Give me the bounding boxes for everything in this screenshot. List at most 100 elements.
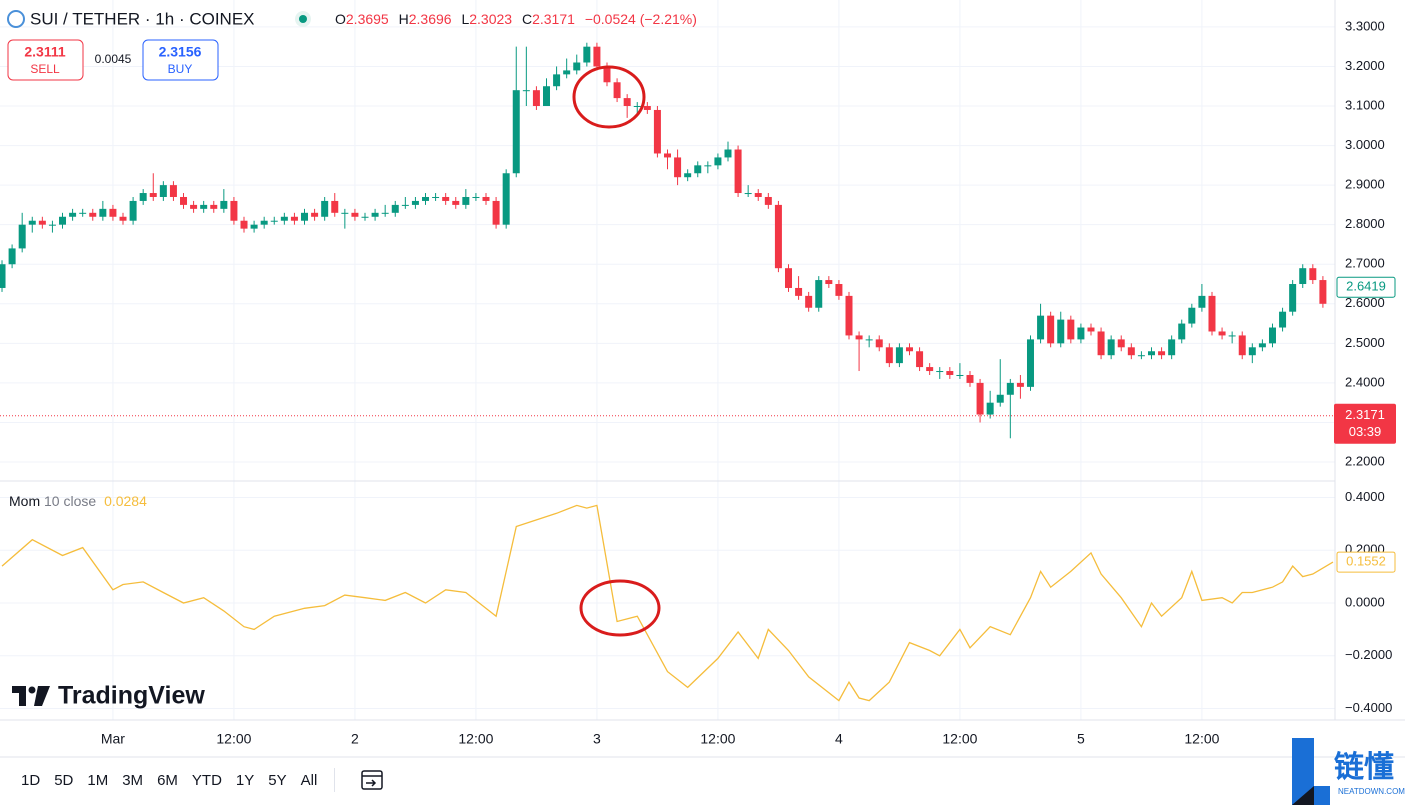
buy-label: BUY — [168, 62, 193, 76]
candle-body — [956, 374, 964, 376]
candle-body — [1137, 355, 1145, 357]
candle-body — [885, 347, 893, 364]
y-tick-label: 2.5000 — [1345, 335, 1385, 350]
candle-body — [502, 173, 510, 225]
candle-body — [543, 86, 551, 107]
timeframe-button[interactable]: All — [300, 771, 318, 789]
timeframe-button[interactable]: 1D — [21, 771, 41, 789]
candle-body — [1289, 284, 1297, 312]
calendar-icon — [366, 779, 377, 787]
timeframe-button[interactable]: 6M — [157, 771, 178, 789]
x-tick-label: 4 — [835, 731, 843, 747]
candle-body — [976, 382, 984, 415]
candle-body — [190, 204, 198, 209]
timeframe-button[interactable]: 5D — [54, 771, 74, 789]
candle-body — [623, 98, 631, 107]
candle-body — [280, 216, 288, 221]
x-tick-label: 12:00 — [216, 731, 251, 747]
candle-body — [1279, 311, 1287, 328]
candle-body — [48, 224, 56, 226]
timeframe-button[interactable]: 5Y — [268, 771, 287, 789]
candle-body — [1107, 339, 1115, 356]
candle-body — [1188, 307, 1196, 324]
candle-body — [653, 109, 661, 154]
candle-body — [704, 165, 712, 167]
y-tick-label: 2.2000 — [1345, 453, 1385, 468]
timeframe-button[interactable]: 3M — [122, 771, 144, 789]
candle-body — [512, 90, 520, 174]
current-price-label: 2.3171 — [1345, 407, 1385, 422]
candle-body — [895, 347, 903, 364]
candle-body — [734, 149, 742, 194]
candle-body — [472, 196, 480, 198]
candle-body — [240, 220, 248, 229]
candle-body — [18, 224, 26, 249]
candle-body — [69, 212, 77, 217]
y-tick-label: 2.6000 — [1345, 295, 1385, 310]
candle-body — [391, 204, 399, 213]
candle-body — [875, 339, 883, 348]
candle-body — [290, 216, 298, 221]
candle-body — [1117, 339, 1125, 348]
candle-body — [1248, 347, 1256, 356]
candle-body — [583, 46, 591, 63]
candle-body — [230, 200, 238, 221]
sell-price: 2.3111 — [24, 44, 65, 60]
candle-body — [1097, 331, 1105, 356]
buy-button[interactable]: 2.3156 BUY — [142, 39, 219, 81]
momentum-line — [1, 504, 1334, 702]
sell-box — [7, 39, 84, 81]
candle-body — [573, 62, 581, 71]
y-tick-label: 3.0000 — [1345, 137, 1385, 152]
candle-body — [774, 204, 782, 269]
candle-body — [311, 212, 319, 217]
y-tick-label: 2.8000 — [1345, 216, 1385, 231]
candle-body — [563, 70, 571, 75]
candle-body — [1228, 335, 1236, 337]
last-price-label: 2.6419 — [1346, 279, 1386, 294]
sell-button[interactable]: 2.3111 SELL — [7, 39, 84, 81]
candle-body — [1016, 382, 1024, 387]
marks — [0, 42, 1335, 702]
grid — [0, 0, 1335, 720]
candle-body — [643, 106, 651, 110]
candle-body — [129, 200, 137, 221]
ohlc-key: O — [335, 11, 346, 27]
symbol-icon — [7, 10, 25, 28]
y-tick-label: 3.2000 — [1345, 58, 1385, 73]
candle-body — [1319, 280, 1327, 304]
x-tick-label: 12:00 — [1184, 731, 1219, 747]
candle-body — [553, 74, 561, 87]
timeframe-button[interactable]: 1M — [87, 771, 109, 789]
candle-body — [149, 193, 157, 197]
indicator-name: Mom — [9, 493, 40, 509]
x-tick-label: 12:00 — [942, 731, 977, 747]
toolbar-separator — [334, 768, 336, 792]
candle-body — [371, 212, 379, 217]
candle-body — [905, 347, 913, 352]
candle-body — [926, 367, 934, 372]
candle-body — [795, 287, 803, 296]
candle-body — [936, 371, 944, 373]
logo-mark — [28, 686, 36, 694]
candle-body — [442, 196, 450, 201]
candle-body — [744, 193, 752, 195]
candle-body — [1057, 319, 1065, 344]
candle-body — [89, 212, 97, 217]
logo-mark — [34, 686, 50, 706]
candle-body — [1026, 339, 1034, 387]
candle-body — [270, 220, 278, 222]
date-range-button[interactable] — [361, 770, 383, 790]
timeframe-button[interactable]: YTD — [191, 771, 222, 789]
ohlc-value: 2.3696 — [409, 11, 452, 27]
y-tick-label: −0.2000 — [1345, 647, 1392, 662]
ohlc-value: 2.3171 — [532, 11, 575, 27]
buy-box — [142, 39, 219, 81]
indicator-params: 10 close — [44, 493, 96, 509]
x-tick-label: 12:00 — [700, 731, 735, 747]
timeframe-button[interactable]: 1Y — [235, 771, 255, 789]
last-price-box — [1336, 276, 1396, 298]
candle-body — [59, 216, 67, 225]
candle-body — [916, 351, 924, 368]
